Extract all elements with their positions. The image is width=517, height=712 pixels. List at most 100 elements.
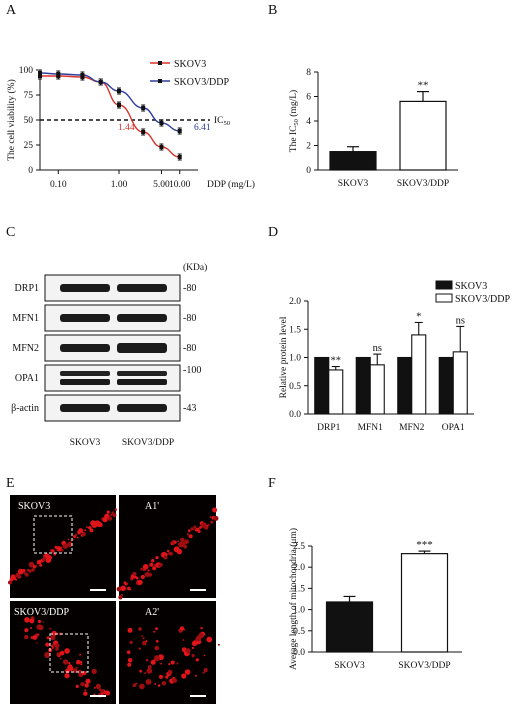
mitochondria-dot bbox=[144, 672, 147, 674]
mitochondria-dot bbox=[158, 674, 164, 679]
mitochondria-dot bbox=[172, 678, 178, 683]
mitochondria-dot bbox=[79, 660, 83, 664]
mitochondria-dot bbox=[64, 648, 70, 654]
bar bbox=[438, 356, 454, 415]
mitochondria-dot bbox=[79, 653, 82, 656]
mitochondria-dot bbox=[59, 657, 62, 660]
mitochondria-dot bbox=[74, 533, 78, 536]
mitochondria-dot bbox=[46, 636, 50, 640]
mitochondria-dot bbox=[25, 573, 29, 577]
y-tick-label: 50 bbox=[24, 116, 34, 126]
y-tick-label: 0 bbox=[306, 166, 311, 176]
mitochondria-dot bbox=[65, 668, 70, 674]
mitochondria-dot bbox=[145, 679, 152, 685]
mitochondria-dot bbox=[147, 569, 150, 572]
zoom-box bbox=[49, 633, 89, 673]
y-tick-label: 0.5 bbox=[289, 382, 301, 392]
ylabel-subscript: 50 bbox=[293, 119, 300, 126]
microscopy-e: SKOV3 A1' SKOV3/DDP A2' bbox=[8, 495, 220, 704]
mitochondria-dot bbox=[160, 662, 163, 665]
protein-label: β-actin bbox=[11, 403, 39, 414]
data-point bbox=[141, 106, 146, 110]
mitochondria-dot bbox=[80, 663, 83, 666]
data-point bbox=[38, 71, 42, 75]
mitochondria-dot bbox=[55, 647, 59, 651]
blot-band bbox=[117, 371, 167, 376]
x-category-label: OPA1 bbox=[442, 423, 465, 433]
mitochondria-dot bbox=[50, 635, 56, 641]
mitochondria-dot bbox=[24, 628, 29, 633]
y-axis-label: The IC50 (mg/L) bbox=[288, 90, 300, 152]
mitochondria-dot bbox=[84, 689, 87, 692]
x-tick-label: 10.00 bbox=[169, 180, 191, 190]
y-tick-label: 8 bbox=[306, 68, 311, 78]
mitochondria-dot bbox=[17, 574, 22, 579]
mitochondria-dot bbox=[200, 627, 203, 630]
mitochondria-dot bbox=[67, 538, 70, 541]
mitochondria-dot bbox=[129, 588, 132, 591]
mitochondria-dot bbox=[39, 563, 43, 567]
mitochondria-dot bbox=[98, 522, 103, 527]
bar bbox=[397, 356, 413, 415]
ylabel-unit: (mg/L) bbox=[288, 90, 299, 119]
kda-unit: (KDa) bbox=[183, 262, 207, 273]
mitochondria-dot bbox=[8, 580, 12, 585]
blot-band bbox=[117, 314, 167, 322]
mitochondria-dot bbox=[30, 627, 32, 629]
significance-mark: ** bbox=[418, 80, 429, 92]
chart-a: 0 25 50 75 100 0.10 1.00 5.00 10.00 DDP (mg/L) The… bbox=[6, 59, 255, 190]
mitochondria-dot bbox=[170, 660, 175, 665]
mitochondria-dot bbox=[152, 566, 157, 571]
mitochondria-dot bbox=[161, 681, 167, 686]
mitochondria-dot bbox=[85, 526, 88, 528]
blot-band bbox=[60, 371, 110, 376]
mitochondria-dot bbox=[176, 662, 179, 665]
mitochondria-dot bbox=[85, 678, 91, 684]
mitochondria-dot bbox=[203, 668, 208, 673]
mitochondria-dot bbox=[116, 586, 122, 592]
mitochondria-dot bbox=[36, 642, 38, 644]
data-point bbox=[117, 89, 121, 93]
y-tick-label: 6 bbox=[306, 93, 311, 103]
mitochondria-dot bbox=[47, 555, 53, 560]
mitochondria-dot bbox=[37, 619, 42, 624]
mitochondria-dot bbox=[197, 529, 201, 534]
mitochondria-dot bbox=[68, 662, 71, 665]
mitochondria-dot bbox=[24, 617, 30, 623]
x-tick-label: 0.10 bbox=[50, 180, 67, 190]
y-tick-label: 4 bbox=[306, 117, 311, 127]
y-tick-label: 100 bbox=[19, 66, 34, 76]
y-tick-label: 2.5 bbox=[293, 542, 305, 552]
mitochondria-dot bbox=[147, 665, 152, 669]
mitochondria-dot bbox=[64, 673, 70, 679]
mitochondria-dot bbox=[127, 662, 132, 667]
bar bbox=[400, 553, 449, 653]
chart-d: 0.0 0.5 1.0 1.5 2.0 ** DRP1 ns MFN1 * MFN2 ns OPA1 Re… bbox=[279, 280, 510, 433]
mitochondria-dot bbox=[176, 548, 183, 555]
panel-label-d: D bbox=[268, 225, 278, 240]
mitochondria-dot bbox=[100, 689, 105, 693]
mitochondria-dot bbox=[114, 508, 118, 511]
mitochondria-dot bbox=[153, 655, 160, 662]
mitochondria-dot bbox=[145, 658, 149, 662]
mitochondria-dot bbox=[31, 568, 35, 572]
x-category-label: MFN2 bbox=[399, 423, 425, 433]
mitochondria-dot bbox=[147, 572, 152, 577]
mitochondria-dot bbox=[182, 639, 185, 641]
mitochondria-dot bbox=[60, 548, 64, 552]
bar bbox=[399, 100, 447, 171]
mitochondria-dot bbox=[76, 659, 81, 665]
mitochondria-dot bbox=[75, 684, 79, 689]
mitochondria-dot bbox=[36, 559, 42, 565]
bar bbox=[328, 369, 344, 415]
tile-label: SKOV3/DDP bbox=[14, 607, 69, 618]
micrograph-tile bbox=[119, 601, 216, 704]
series-line-1 bbox=[39, 72, 180, 132]
bar bbox=[411, 334, 427, 415]
mitochondria-dot bbox=[124, 582, 128, 586]
mitochondria-dot bbox=[127, 627, 133, 633]
kda-marker: -80 bbox=[183, 313, 196, 324]
mitochondria-dot bbox=[89, 528, 94, 533]
mitochondria-dot bbox=[140, 574, 145, 580]
x-tick-label: 5.00 bbox=[153, 180, 170, 190]
